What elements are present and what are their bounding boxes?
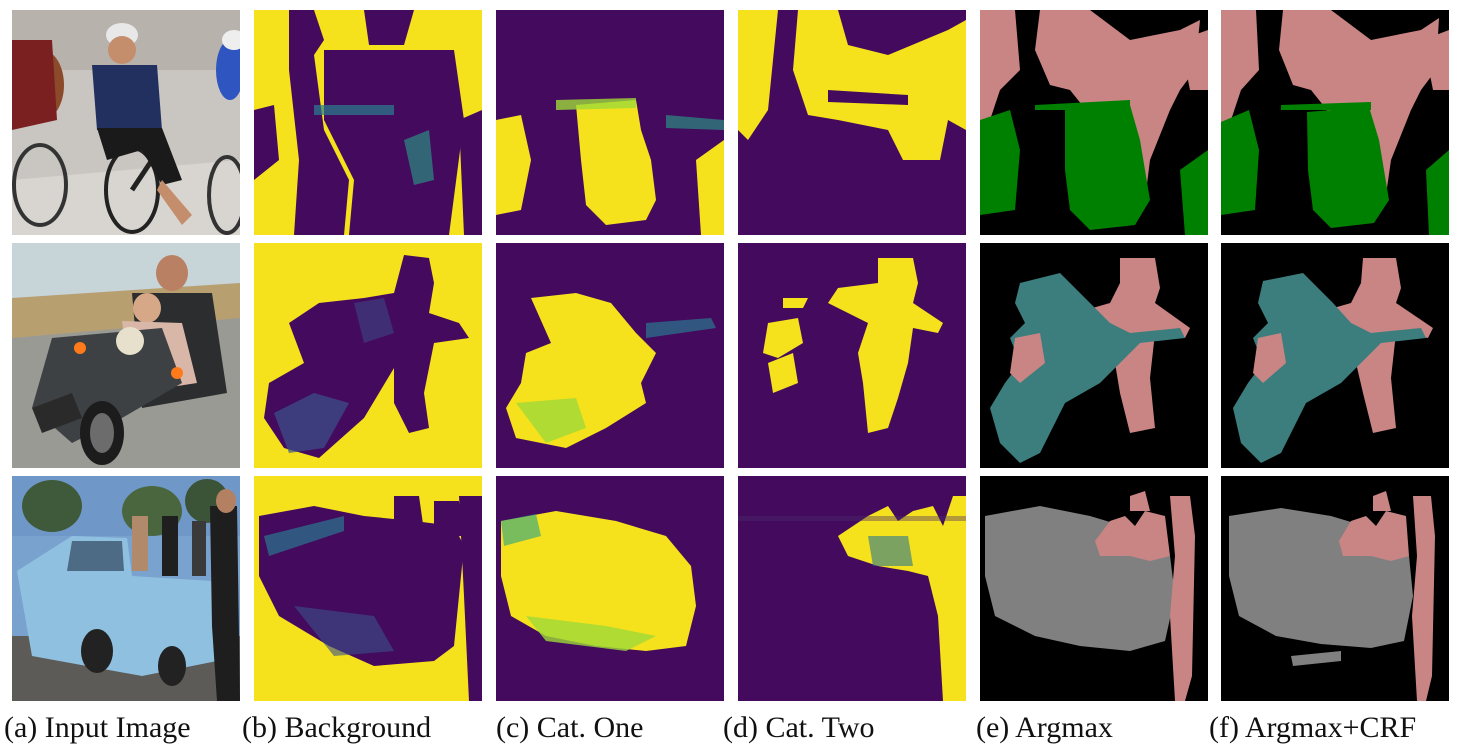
input-image-truck <box>12 476 240 701</box>
input-image-motorbike <box>12 243 240 468</box>
argmax-crf-segmentation-row2 <box>1221 243 1449 468</box>
cat-one-heatmap-row2 <box>496 243 724 468</box>
cat-one-heatmap-row3 <box>496 476 724 701</box>
caption-input-image: (a) Input Image <box>4 711 191 744</box>
caption-argmax: (e) Argmax <box>976 711 1113 744</box>
caption-cat-two: (d) Cat. Two <box>723 711 875 744</box>
caption-argmax-crf: (f) Argmax+CRF <box>1209 711 1417 744</box>
cat-two-heatmap-row3 <box>738 476 966 701</box>
background-heatmap-row1 <box>254 10 482 235</box>
cat-one-heatmap-row1 <box>496 10 724 235</box>
argmax-crf-segmentation-row1 <box>1221 10 1449 235</box>
cat-two-heatmap-row1 <box>738 10 966 235</box>
background-heatmap-row3 <box>254 476 482 701</box>
argmax-segmentation-row2 <box>980 243 1208 468</box>
argmax-crf-segmentation-row3 <box>1221 476 1449 701</box>
caption-background: (b) Background <box>242 711 432 744</box>
argmax-segmentation-row3 <box>980 476 1208 701</box>
input-image-cyclists <box>12 10 240 235</box>
caption-cat-one: (c) Cat. One <box>496 711 644 744</box>
cat-two-heatmap-row2 <box>738 243 966 468</box>
background-heatmap-row2 <box>254 243 482 468</box>
argmax-segmentation-row1 <box>980 10 1208 235</box>
